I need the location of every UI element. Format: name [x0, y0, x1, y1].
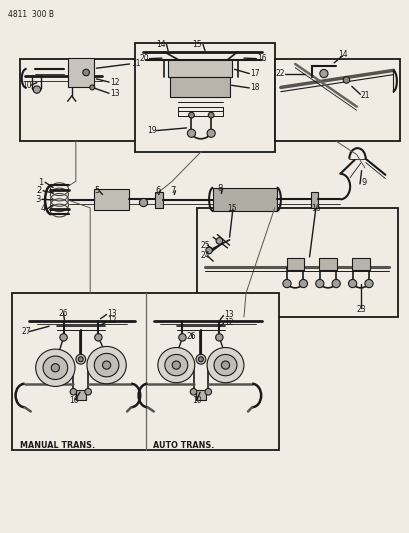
Ellipse shape — [94, 353, 119, 377]
Text: MANUAL TRANS.: MANUAL TRANS. — [20, 441, 94, 449]
Circle shape — [90, 85, 94, 90]
Circle shape — [94, 334, 102, 341]
Circle shape — [348, 279, 356, 288]
Bar — [12, 293, 278, 450]
Text: 22: 22 — [275, 69, 284, 78]
Circle shape — [315, 279, 323, 288]
Text: 4811  300 B: 4811 300 B — [8, 11, 54, 19]
Text: 21: 21 — [360, 91, 369, 100]
Text: 20: 20 — [139, 54, 148, 63]
Circle shape — [83, 69, 89, 76]
Text: 11: 11 — [131, 60, 140, 68]
Bar — [135, 43, 274, 152]
Circle shape — [215, 334, 222, 341]
Bar — [94, 189, 129, 210]
Text: 8: 8 — [217, 184, 222, 192]
Text: 7: 7 — [170, 187, 175, 195]
Text: 16: 16 — [257, 54, 266, 63]
Circle shape — [172, 361, 180, 369]
Text: 19: 19 — [147, 126, 157, 135]
Circle shape — [198, 357, 203, 362]
Text: 26: 26 — [58, 309, 67, 318]
Bar — [196, 390, 205, 400]
Bar — [213, 188, 276, 211]
Circle shape — [51, 364, 59, 372]
Circle shape — [178, 334, 186, 341]
Circle shape — [78, 357, 83, 362]
Circle shape — [364, 279, 372, 288]
Text: 5: 5 — [94, 187, 99, 195]
Circle shape — [70, 389, 76, 395]
Ellipse shape — [43, 356, 67, 379]
Text: 18: 18 — [249, 84, 259, 92]
Text: 24: 24 — [200, 252, 210, 260]
Circle shape — [139, 198, 147, 207]
Circle shape — [190, 389, 196, 395]
Bar — [274, 59, 399, 141]
Circle shape — [319, 69, 327, 78]
Circle shape — [299, 279, 307, 288]
Circle shape — [76, 354, 85, 364]
Circle shape — [207, 129, 215, 138]
Bar — [351, 258, 369, 270]
Bar — [168, 60, 231, 77]
Text: 3: 3 — [35, 195, 40, 204]
Text: 6: 6 — [155, 187, 160, 195]
Circle shape — [60, 334, 67, 341]
Ellipse shape — [164, 354, 187, 376]
Text: 16: 16 — [311, 205, 320, 213]
Text: 1: 1 — [38, 178, 43, 187]
Text: 26: 26 — [186, 333, 196, 341]
Circle shape — [85, 389, 91, 395]
Text: 12: 12 — [107, 317, 117, 325]
Text: 14: 14 — [337, 51, 346, 59]
Bar — [318, 258, 336, 270]
Text: 2: 2 — [36, 187, 41, 195]
Text: 10: 10 — [191, 397, 201, 405]
Ellipse shape — [207, 348, 243, 383]
Text: 13: 13 — [224, 310, 234, 319]
Circle shape — [102, 361, 110, 369]
Circle shape — [342, 77, 349, 83]
Bar — [310, 192, 317, 208]
Circle shape — [196, 354, 205, 364]
Circle shape — [188, 112, 194, 118]
Circle shape — [208, 112, 213, 118]
Text: 15: 15 — [227, 205, 236, 213]
Ellipse shape — [213, 354, 236, 376]
Bar — [196, 208, 397, 317]
Circle shape — [205, 247, 212, 254]
Text: 12: 12 — [224, 318, 234, 327]
Text: 9: 9 — [361, 178, 366, 187]
Text: 25: 25 — [200, 241, 210, 249]
Text: 10: 10 — [22, 81, 31, 90]
Ellipse shape — [157, 348, 194, 383]
Bar — [20, 59, 147, 141]
Circle shape — [33, 86, 40, 93]
Text: AUTO TRANS.: AUTO TRANS. — [153, 441, 214, 449]
Text: 15: 15 — [192, 40, 202, 49]
Text: 12: 12 — [110, 78, 120, 86]
Bar — [170, 77, 229, 97]
Text: 4: 4 — [41, 205, 46, 213]
Bar — [155, 192, 163, 208]
Ellipse shape — [87, 346, 126, 384]
Circle shape — [216, 238, 222, 244]
Bar — [286, 258, 303, 270]
Ellipse shape — [36, 349, 75, 386]
Bar — [67, 58, 94, 87]
Circle shape — [204, 389, 211, 395]
Text: 10: 10 — [70, 397, 79, 405]
Circle shape — [331, 279, 339, 288]
Text: 27: 27 — [21, 327, 31, 336]
Circle shape — [282, 279, 290, 288]
Text: 14: 14 — [155, 40, 165, 49]
Text: 13: 13 — [107, 309, 117, 318]
Text: 17: 17 — [249, 69, 259, 78]
Text: 23: 23 — [356, 305, 365, 313]
Bar — [76, 390, 85, 400]
Text: 13: 13 — [110, 89, 120, 98]
Circle shape — [187, 129, 195, 138]
Circle shape — [221, 361, 229, 369]
